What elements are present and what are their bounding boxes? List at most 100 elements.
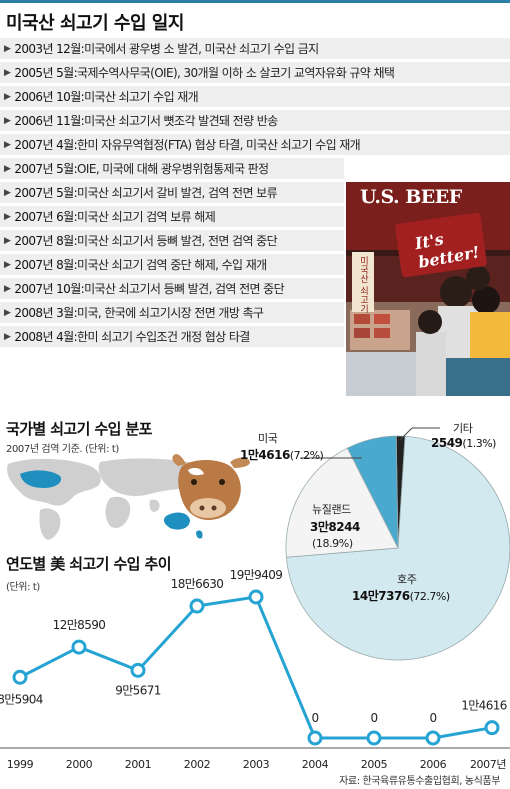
bullet-arrow-icon: ▶ <box>4 283 11 294</box>
timeline-text: 한미 자유무역협정(FTA) 협상 타결, 미국산 쇠고기 수입 재개 <box>77 138 361 152</box>
x-tick-label: 2003 <box>243 758 270 771</box>
pie-pct-nz: (18.9%) <box>312 537 353 550</box>
timeline-item: ▶ 2007년 5월: OIE, 미국에 대해 광우병위험통제국 판정 <box>0 158 344 180</box>
data-point <box>248 589 264 605</box>
timeline-date: 2007년 5월: <box>14 186 78 200</box>
header: 미국산 쇠고기 수입 일지 <box>0 0 510 39</box>
timeline-item: ▶ 2008년 3월: 미국, 한국에 쇠고기시장 전면 개방 촉구 <box>0 302 344 324</box>
timeline-date: 2007년 8월: <box>14 258 78 272</box>
timeline-item: ▶ 2006년 11월: 미국산 쇠고기서 뼛조각 발견돼 전량 반송 <box>0 110 510 132</box>
trend-unit: (단위: t) <box>6 582 40 593</box>
bullet-arrow-icon: ▶ <box>4 187 11 198</box>
timeline-item: ▶ 2007년 10월: 미국산 쇠고기서 등뼈 발견, 검역 전면 중단 <box>0 278 344 300</box>
timeline-date: 2007년 6월: <box>14 210 78 224</box>
pie-value-other: 2549(1.3%) <box>431 436 496 450</box>
timeline-date: 2006년 11월: <box>14 114 85 128</box>
data-label: 18만6630 <box>171 577 224 591</box>
data-label: 9만5671 <box>115 683 161 697</box>
trend-title: 연도별 美 쇠고기 수입 추이 <box>6 555 171 573</box>
cow-icon <box>172 454 250 520</box>
bullet-arrow-icon: ▶ <box>4 115 11 126</box>
bullet-arrow-icon: ▶ <box>4 67 11 78</box>
timeline-text: 미국산 쇠고기 검역 중단 해제, 수입 재개 <box>77 258 267 272</box>
timeline-text: 미국산 쇠고기서 등뼈 발견, 전면 검역 중단 <box>77 234 278 248</box>
data-label: 1만4616 <box>461 699 507 713</box>
data-label: 19만9409 <box>230 568 283 582</box>
x-tick-label: 1999 <box>7 758 34 771</box>
data-point <box>425 730 441 746</box>
timeline-item: ▶ 2007년 8월: 미국산 쇠고기서 등뼈 발견, 전면 검역 중단 <box>0 230 344 252</box>
bullet-arrow-icon: ▶ <box>4 307 11 318</box>
timeline-date: 2007년 4월: <box>14 138 78 152</box>
pie-label-us: 미국 <box>258 432 278 445</box>
pie-value-us: 1만4616(7.2%) <box>240 448 324 462</box>
timeline-date: 2007년 8월: <box>14 234 78 248</box>
x-tick-label: 2006 <box>420 758 447 771</box>
timeline-date: 2007년 5월: <box>14 162 78 176</box>
timeline-text: 미국산 쇠고기서 뼛조각 발견돼 전량 반송 <box>84 114 278 128</box>
timeline-item: ▶ 2008년 4월: 한미 쇠고기 수입조건 개정 협상 타결 <box>0 326 344 348</box>
x-tick-label: 2007년 <box>470 758 506 771</box>
data-point <box>366 730 382 746</box>
bullet-arrow-icon: ▶ <box>4 235 11 246</box>
timeline-item: ▶ 2006년 10월: 미국산 쇠고기 수입 재개 <box>0 86 510 108</box>
distribution-title: 국가별 쇠고기 수입 분포 <box>6 420 152 438</box>
timeline-item: ▶ 2007년 6월: 미국산 쇠고기 검역 보류 해제 <box>0 206 344 228</box>
data-point <box>130 662 146 678</box>
timeline-text: 미국산 쇠고기서 등뼈 발견, 검역 전면 중단 <box>84 282 285 296</box>
data-label: 0 <box>370 711 377 725</box>
timeline-date: 2006년 10월: <box>14 90 85 104</box>
pie-value-au: 14만7376(72.7%) <box>352 589 450 603</box>
us-beef-sign: U.S. BEEF <box>360 186 462 208</box>
timeline-item: ▶ 2007년 8월: 미국산 쇠고기 검역 중단 해제, 수입 재개 <box>0 254 344 276</box>
x-tick-label: 2004 <box>302 758 329 771</box>
pie-label-other: 기타 <box>453 422 473 435</box>
pie-slice-us <box>346 435 399 549</box>
pie-label-au: 호주 <box>397 573 417 586</box>
x-tick-label: 2001 <box>125 758 151 771</box>
pie-leader-other <box>399 427 440 441</box>
beef-store-photo: U.S. BEEF It's better! 미국산 쇠고기 <box>346 182 510 396</box>
timeline-item: ▶ 2005년 5월: 국제수역사무국(OIE), 30개월 이하 소 살코기 교… <box>0 62 510 84</box>
data-label: 0 <box>311 711 318 725</box>
x-tick-label: 2000 <box>66 758 93 771</box>
photo-illustration <box>346 182 510 396</box>
timeline-date: 2008년 4월: <box>14 330 78 344</box>
timeline-text: 미국산 쇠고기 검역 보류 해제 <box>77 210 216 224</box>
distribution-subtitle: 2007년 검역 기준. (단위: t) <box>6 444 119 455</box>
bullet-arrow-icon: ▶ <box>4 211 11 222</box>
store-banner: 미국산 쇠고기 <box>358 256 368 313</box>
timeline-date: 2007년 10월: <box>14 282 85 296</box>
x-tick-label: 2005 <box>361 758 388 771</box>
pie-label-nz: 뉴질랜드 <box>312 503 351 516</box>
timeline-item: ▶ 2007년 5월: 미국산 쇠고기서 갈비 발견, 검역 전면 보류 <box>0 182 344 204</box>
pie-slice-newzealand <box>285 447 399 558</box>
timeline-item: ▶ 2003년 12월: 미국에서 광우병 소 발견, 미국산 쇠고기 수입 금지 <box>0 38 510 60</box>
bullet-arrow-icon: ▶ <box>4 139 11 150</box>
data-point <box>71 639 87 655</box>
source-note: 자료: 한국육류유통수출입협회, 농식품부 <box>339 776 500 787</box>
data-point <box>12 669 28 685</box>
timeline-text: 한미 쇠고기 수입조건 개정 협상 타결 <box>77 330 250 344</box>
pie-value-nz: 3만8244 <box>310 520 360 534</box>
timeline-date: 2005년 5월: <box>14 66 78 80</box>
timeline-text: 미국에서 광우병 소 발견, 미국산 쇠고기 수입 금지 <box>84 42 319 56</box>
x-tick-label: 2002 <box>184 758 210 771</box>
bullet-arrow-icon: ▶ <box>4 43 11 54</box>
data-point <box>189 598 205 614</box>
bullet-arrow-icon: ▶ <box>4 163 11 174</box>
data-label: 8만5904 <box>0 692 43 706</box>
timeline-text: 미국, 한국에 쇠고기시장 전면 개방 촉구 <box>77 306 264 320</box>
timeline-text: 국제수역사무국(OIE), 30개월 이하 소 살코기 교역자유화 규약 채택 <box>77 66 395 80</box>
data-point <box>484 720 500 736</box>
timeline-date: 2003년 12월: <box>14 42 85 56</box>
timeline-text: OIE, 미국에 대해 광우병위험통제국 판정 <box>77 162 269 176</box>
bullet-arrow-icon: ▶ <box>4 91 11 102</box>
timeline-text: 미국산 쇠고기 수입 재개 <box>84 90 199 104</box>
page-title: 미국산 쇠고기 수입 일지 <box>6 13 184 34</box>
data-label: 12만8590 <box>53 618 106 632</box>
timeline-text: 미국산 쇠고기서 갈비 발견, 검역 전면 보류 <box>77 186 278 200</box>
bullet-arrow-icon: ▶ <box>4 331 11 342</box>
timeline-date: 2008년 3월: <box>14 306 78 320</box>
